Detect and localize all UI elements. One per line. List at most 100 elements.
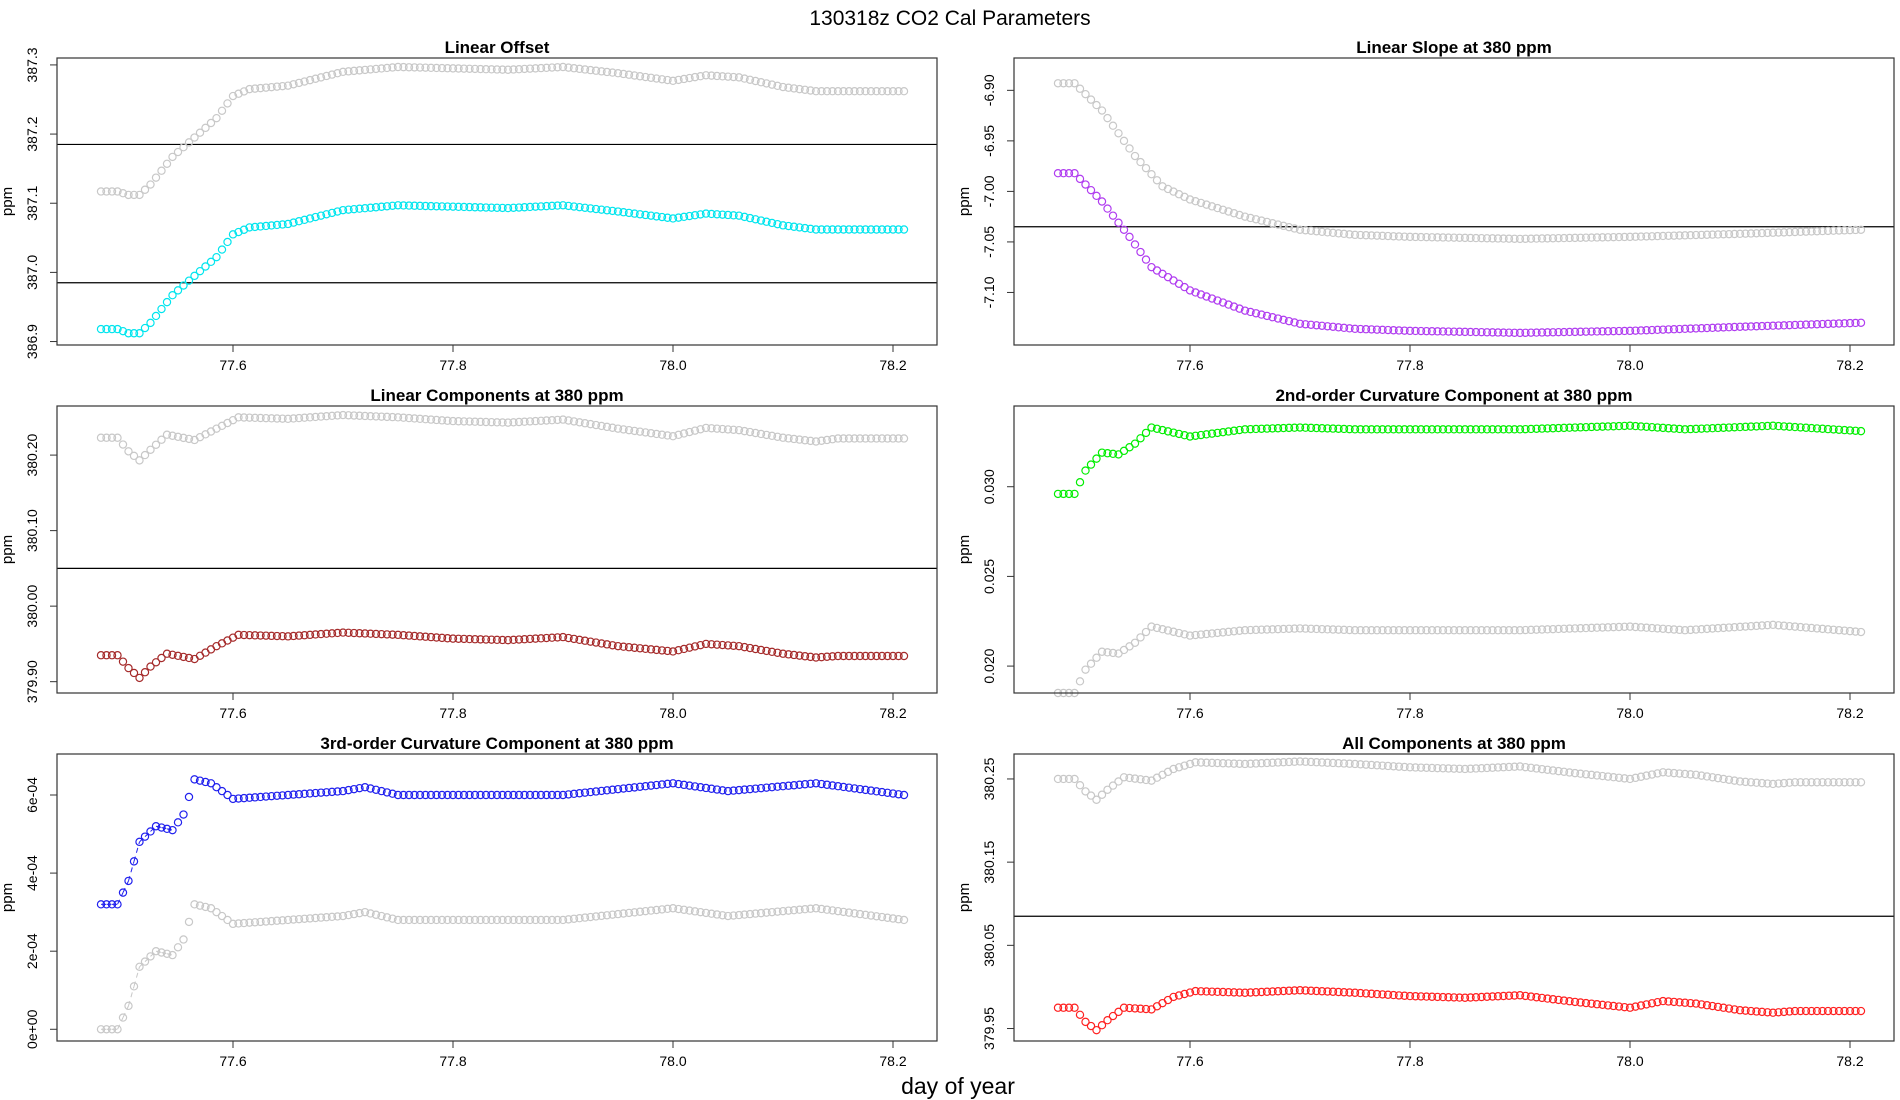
data-point <box>256 631 265 640</box>
data-point <box>465 64 474 73</box>
data-point <box>223 99 232 108</box>
data-point <box>883 788 892 798</box>
data-point <box>569 914 579 923</box>
data-point <box>767 218 777 228</box>
data-point <box>1856 318 1866 327</box>
data-point <box>1631 1002 1640 1011</box>
data-point <box>1647 623 1657 633</box>
data-point <box>1543 424 1552 433</box>
data-point <box>575 635 584 645</box>
data-point <box>1125 144 1134 153</box>
data-point <box>1664 325 1673 334</box>
data-point <box>1702 772 1712 781</box>
data-point <box>1521 625 1530 635</box>
data-point <box>355 411 364 420</box>
figure-title: 130318z CO2 Cal Parameters <box>809 7 1090 30</box>
data-point <box>1444 626 1453 635</box>
data-point <box>256 413 265 423</box>
data-point <box>833 651 843 661</box>
data-point <box>542 416 551 425</box>
data-point <box>470 64 480 74</box>
data-point <box>1702 323 1712 333</box>
data-point <box>778 82 788 92</box>
data-point <box>569 202 579 211</box>
data-point <box>1587 233 1596 242</box>
data-point <box>256 917 265 927</box>
data-point <box>228 919 238 929</box>
data-point <box>470 417 480 426</box>
data-point <box>1818 1006 1827 1016</box>
data-point <box>1845 426 1855 435</box>
data-point <box>1790 227 1800 237</box>
x-tick-label: 77.8 <box>439 705 466 721</box>
data-point <box>1433 763 1442 773</box>
data-point <box>1499 991 1508 1001</box>
data-point <box>575 913 584 923</box>
data-point <box>421 915 430 925</box>
plot-frame <box>56 57 938 346</box>
data-point <box>1383 626 1393 635</box>
data-point <box>1372 425 1382 434</box>
data-point <box>674 213 683 222</box>
data-point <box>542 633 551 643</box>
data-point <box>1081 180 1090 189</box>
data-point <box>558 915 568 925</box>
data-point <box>124 190 133 200</box>
data-point <box>1719 323 1728 332</box>
data-point <box>1746 621 1756 631</box>
data-point <box>1537 424 1547 433</box>
data-point <box>1312 321 1321 330</box>
data-point <box>1114 1007 1123 1017</box>
data-point <box>476 64 485 74</box>
data-point <box>448 790 458 800</box>
data-point <box>767 907 777 917</box>
data-point <box>1389 326 1398 335</box>
data-point <box>1686 424 1695 434</box>
data-point <box>102 433 111 442</box>
data-point <box>294 217 304 226</box>
x-tick-label: 77.6 <box>219 357 246 373</box>
data-point <box>366 411 375 421</box>
data-point <box>1191 630 1200 640</box>
data-point <box>245 793 254 802</box>
data-point <box>784 906 793 915</box>
data-point <box>415 201 425 211</box>
data-point <box>773 907 782 916</box>
data-point <box>206 257 216 267</box>
data-point <box>806 904 815 913</box>
data-point <box>1383 990 1393 999</box>
data-point <box>349 784 359 794</box>
data-point <box>1719 774 1728 784</box>
data-point <box>525 202 535 212</box>
data-point <box>316 629 326 639</box>
data-point <box>1829 425 1838 434</box>
y-tick-label: 380.05 <box>981 924 997 967</box>
data-point <box>1493 425 1503 434</box>
data-point <box>465 417 474 426</box>
data-point <box>1576 769 1585 778</box>
data-point <box>1570 423 1580 432</box>
data-point <box>135 962 144 972</box>
data-point <box>1257 987 1266 997</box>
data-point <box>1592 1000 1602 1009</box>
data-point <box>1532 424 1541 433</box>
data-point <box>1521 234 1530 243</box>
data-point <box>300 77 309 86</box>
data-point <box>261 221 271 231</box>
data-point <box>245 84 254 94</box>
data-point <box>1664 624 1673 634</box>
data-point <box>162 649 172 658</box>
data-point <box>1174 991 1184 1000</box>
data-point <box>1823 226 1833 236</box>
data-point <box>421 201 430 211</box>
data-point <box>619 642 628 651</box>
data-point <box>311 788 320 798</box>
data-point <box>597 421 606 431</box>
data-point <box>663 646 672 656</box>
data-point <box>1807 423 1816 433</box>
data-point <box>756 216 766 225</box>
data-point <box>1548 424 1558 433</box>
data-point <box>685 211 694 221</box>
